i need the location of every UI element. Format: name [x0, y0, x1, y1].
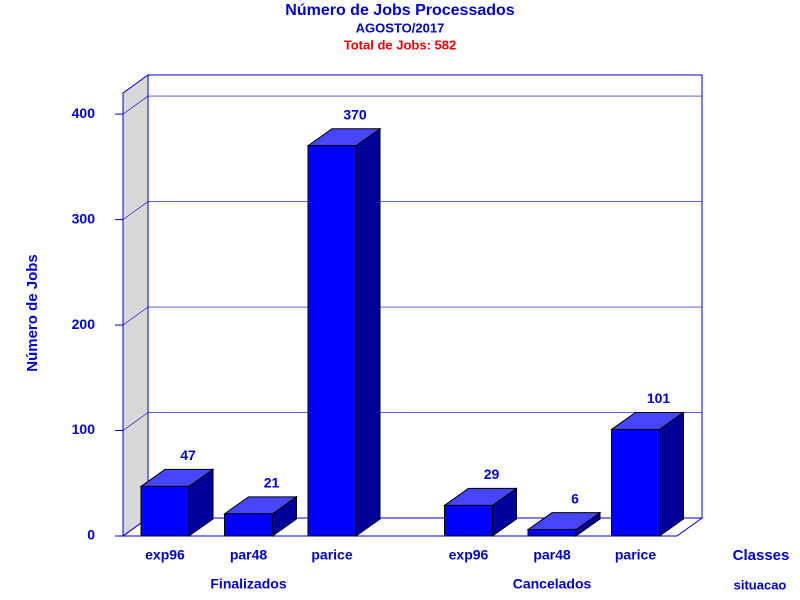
y-tick-label: 300	[72, 210, 96, 226]
bar	[527, 529, 577, 537]
x-tick-label: exp96	[145, 547, 185, 563]
value-label: 370	[343, 106, 367, 122]
chart-subtitle: AGOSTO/2017	[356, 20, 445, 35]
grid-line	[122, 306, 702, 326]
bar	[307, 145, 357, 537]
bar	[140, 485, 190, 537]
y-tick-label: 100	[72, 421, 96, 437]
chart-title: Número de Jobs Processados	[285, 2, 515, 19]
bar	[444, 504, 493, 537]
grid-line	[122, 95, 702, 115]
bar-side	[659, 411, 684, 537]
value-label: 6	[571, 490, 579, 506]
total-annotation: Total de Jobs: 582	[344, 37, 456, 52]
y-tick-label: 0	[87, 527, 95, 543]
bar	[611, 428, 660, 537]
group-label: Cancelados	[513, 576, 592, 592]
y-axis-label: Número de Jobs	[24, 254, 41, 372]
grid-line	[122, 412, 702, 431]
x-tick-label: parice	[615, 547, 656, 563]
x-tick-label: par48	[230, 547, 268, 563]
y-tick-label: 400	[72, 105, 96, 121]
grid-line	[122, 201, 702, 220]
bar	[224, 513, 273, 537]
value-label: 21	[264, 475, 280, 491]
y-tick-label: 200	[72, 316, 96, 332]
value-label: 101	[647, 390, 671, 406]
value-label: 29	[484, 466, 500, 482]
bar-side	[355, 127, 381, 537]
side-wall	[122, 74, 149, 537]
group-label: Finalizados	[210, 576, 286, 592]
x-axis-label: Classes	[733, 547, 790, 564]
x-tick-label: parice	[311, 547, 352, 563]
x-tick-label: par48	[533, 547, 571, 563]
value-label: 47	[180, 447, 196, 463]
group-axis-label: situacao	[734, 577, 787, 592]
x-tick-label: exp96	[449, 547, 489, 563]
